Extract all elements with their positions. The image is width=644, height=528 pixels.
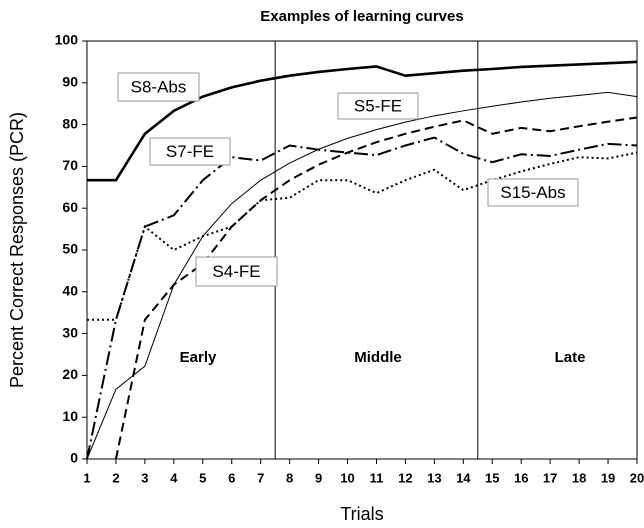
series-line (87, 60, 638, 182)
series-line (86, 136, 638, 460)
phase-label: Middle (354, 349, 402, 366)
legend-box (195, 256, 278, 287)
x-tick-label: 14 (456, 470, 471, 485)
x-tick-label: 20 (630, 470, 644, 485)
series-line (114, 116, 638, 460)
x-tick-label: 8 (286, 470, 293, 485)
x-tick-label: 17 (543, 470, 557, 485)
phase-label: Late (555, 349, 586, 366)
x-tick-label: 15 (485, 470, 499, 485)
y-tick-label: 50 (62, 241, 78, 257)
legend-box (117, 72, 200, 102)
y-tick-label: 40 (62, 283, 78, 299)
chart-title: Examples of learning curves (260, 8, 463, 25)
x-tick-label: 6 (228, 470, 235, 485)
y-tick-label: 0 (70, 450, 78, 466)
legend-label: S7-FE (166, 142, 214, 161)
phase-label: Early (180, 349, 217, 366)
x-tick-label: 3 (141, 470, 148, 485)
x-tick-label: 13 (427, 470, 441, 485)
series-line (86, 91, 638, 460)
x-tick-label: 5 (199, 470, 206, 485)
legend-box (149, 137, 231, 166)
x-tick-label: 10 (340, 470, 354, 485)
y-axis-label: Percent Correct Responses (PCR) (7, 112, 27, 388)
x-tick-label: 16 (514, 470, 528, 485)
y-tick-label: 20 (62, 366, 78, 382)
y-tick-label: 90 (62, 74, 78, 90)
legend-label: S4-FE (212, 262, 260, 281)
y-tick-label: 60 (62, 199, 78, 215)
legend-box (487, 178, 579, 207)
legend-label: S8-Abs (131, 77, 187, 96)
x-tick-label: 11 (370, 470, 384, 485)
y-tick-label: 10 (62, 408, 78, 424)
x-tick-label: 7 (257, 470, 264, 485)
y-tick-label: 30 (62, 324, 78, 340)
legend-box (337, 92, 419, 120)
x-tick-label: 18 (572, 470, 586, 485)
series-line (87, 151, 638, 321)
y-tick-label: 70 (62, 157, 78, 173)
x-tick-label: 12 (398, 470, 412, 485)
y-tick-label: 80 (62, 115, 78, 131)
legend-label: S15-Abs (500, 183, 565, 202)
x-tick-label: 1 (83, 470, 90, 485)
x-tick-label: 9 (315, 470, 322, 485)
x-tick-label: 4 (170, 470, 178, 485)
x-axis-label: Trials (340, 504, 383, 524)
x-tick-label: 2 (112, 470, 119, 485)
legend-label: S5-FE (354, 96, 402, 115)
y-tick-label: 100 (55, 32, 79, 48)
x-tick-label: 19 (601, 470, 615, 485)
